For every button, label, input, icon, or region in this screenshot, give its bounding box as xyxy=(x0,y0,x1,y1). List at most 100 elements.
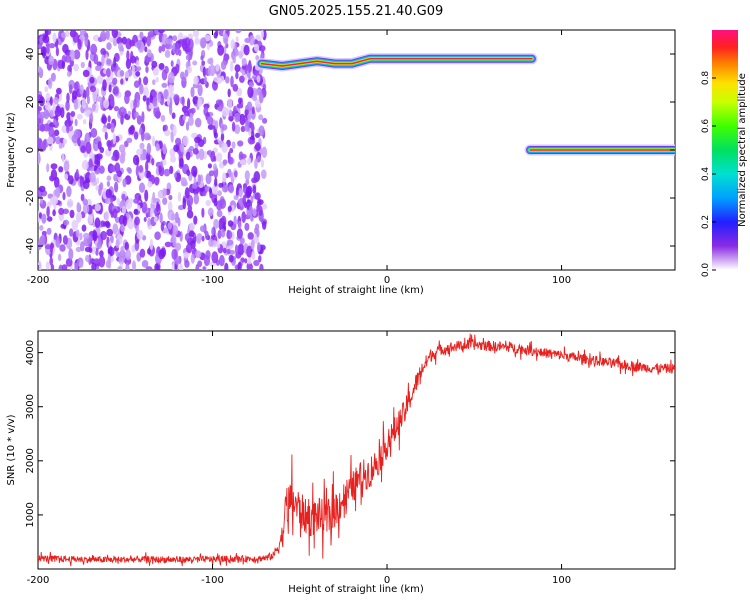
noise-speckle xyxy=(109,196,114,204)
noise-speckle xyxy=(189,112,194,119)
noise-speckle xyxy=(209,57,214,66)
noise-speckle xyxy=(222,247,227,254)
noise-speckle xyxy=(188,230,195,238)
figure-title: GN05.2025.155.21.40.G09 xyxy=(269,4,444,19)
noise-speckle xyxy=(80,30,85,36)
noise-speckle xyxy=(260,159,265,168)
noise-speckle xyxy=(45,92,51,102)
noise-speckle xyxy=(120,223,126,232)
noise-speckle xyxy=(244,170,250,181)
noise-speckle xyxy=(38,43,43,50)
noise-speckle xyxy=(209,187,212,194)
noise-speckle xyxy=(65,30,70,38)
noise-speckle xyxy=(231,121,236,132)
noise-speckle xyxy=(39,111,46,119)
noise-speckle xyxy=(86,95,90,105)
noise-speckle xyxy=(162,188,167,197)
noise-speckle xyxy=(53,97,59,105)
noise-speckle xyxy=(228,254,234,263)
noise-speckle xyxy=(136,229,144,240)
noise-speckle xyxy=(261,169,267,179)
noise-speckle xyxy=(225,76,230,84)
noise-speckle xyxy=(137,204,141,211)
noise-speckle xyxy=(139,153,144,161)
noise-speckle xyxy=(241,57,247,67)
noise-speckle xyxy=(85,254,90,263)
noise-speckle xyxy=(244,73,248,81)
noise-speckle xyxy=(49,242,54,254)
noise-speckle xyxy=(68,175,74,185)
noise-speckle xyxy=(149,238,154,251)
noise-speckle xyxy=(146,152,151,163)
noise-speckle xyxy=(106,180,111,187)
noise-speckle xyxy=(165,43,173,50)
noise-speckle xyxy=(256,242,261,253)
noise-speckle xyxy=(211,251,219,264)
noise-speckle xyxy=(221,142,228,153)
noise-speckle xyxy=(216,242,221,249)
noise-speckle xyxy=(235,30,242,34)
noise-speckle xyxy=(170,155,176,163)
noise-speckle xyxy=(197,84,203,97)
noise-speckle xyxy=(172,235,177,247)
noise-speckle xyxy=(179,157,184,168)
noise-speckle xyxy=(51,195,59,205)
noise-speckle xyxy=(62,235,68,245)
noise-speckle xyxy=(103,221,107,227)
noise-speckle xyxy=(192,182,198,189)
noise-speckle xyxy=(258,114,264,121)
noise-speckle xyxy=(88,247,93,254)
colorbar-tick-label: 0.6 xyxy=(701,119,711,134)
colorbar-gradient xyxy=(712,30,738,270)
noise-speckle xyxy=(233,194,239,201)
noise-speckle xyxy=(133,98,137,110)
noise-speckle xyxy=(80,61,85,69)
noise-speckle xyxy=(238,50,244,60)
noise-speckle xyxy=(113,173,118,182)
noise-speckle xyxy=(199,225,206,232)
noise-speckle xyxy=(175,63,180,74)
noise-speckle xyxy=(133,198,140,204)
noise-speckle xyxy=(161,33,168,46)
noise-speckle xyxy=(213,132,218,139)
noise-speckle xyxy=(160,114,166,122)
noise-speckle xyxy=(230,75,234,88)
noise-speckle xyxy=(96,75,104,84)
noise-speckle xyxy=(258,255,262,263)
noise-speckle xyxy=(42,34,50,44)
noise-speckle xyxy=(82,203,90,215)
noise-speckle xyxy=(50,72,56,82)
noise-speckle xyxy=(243,44,250,56)
noise-speckle xyxy=(217,229,222,239)
noise-speckle xyxy=(69,228,74,237)
noise-speckle xyxy=(147,181,153,188)
noise-speckle xyxy=(258,205,263,217)
noise-speckle xyxy=(132,260,136,270)
noise-speckle xyxy=(89,76,95,84)
noise-speckle xyxy=(233,170,238,178)
noise-speckle xyxy=(202,66,207,77)
noise-speckle xyxy=(248,139,256,145)
noise-speckle xyxy=(195,264,200,270)
noise-speckle xyxy=(73,98,79,110)
noise-speckle xyxy=(98,255,106,268)
noise-speckle xyxy=(107,254,112,265)
noise-speckle xyxy=(161,44,166,52)
noise-speckle xyxy=(56,87,62,95)
noise-speckle xyxy=(173,172,177,178)
noise-speckle xyxy=(125,266,130,270)
noise-speckle xyxy=(247,62,253,74)
noise-speckle xyxy=(151,60,158,68)
noise-speckle xyxy=(145,160,149,173)
noise-speckle xyxy=(62,138,68,145)
noise-speckle xyxy=(146,170,152,178)
noise-speckle xyxy=(240,153,247,159)
noise-speckle xyxy=(38,212,43,219)
noise-speckle xyxy=(131,64,135,76)
noise-speckle xyxy=(240,125,246,133)
noise-speckle xyxy=(192,96,199,105)
noise-speckle xyxy=(48,43,56,49)
noise-speckle xyxy=(226,108,230,116)
noise-speckle xyxy=(226,239,234,246)
